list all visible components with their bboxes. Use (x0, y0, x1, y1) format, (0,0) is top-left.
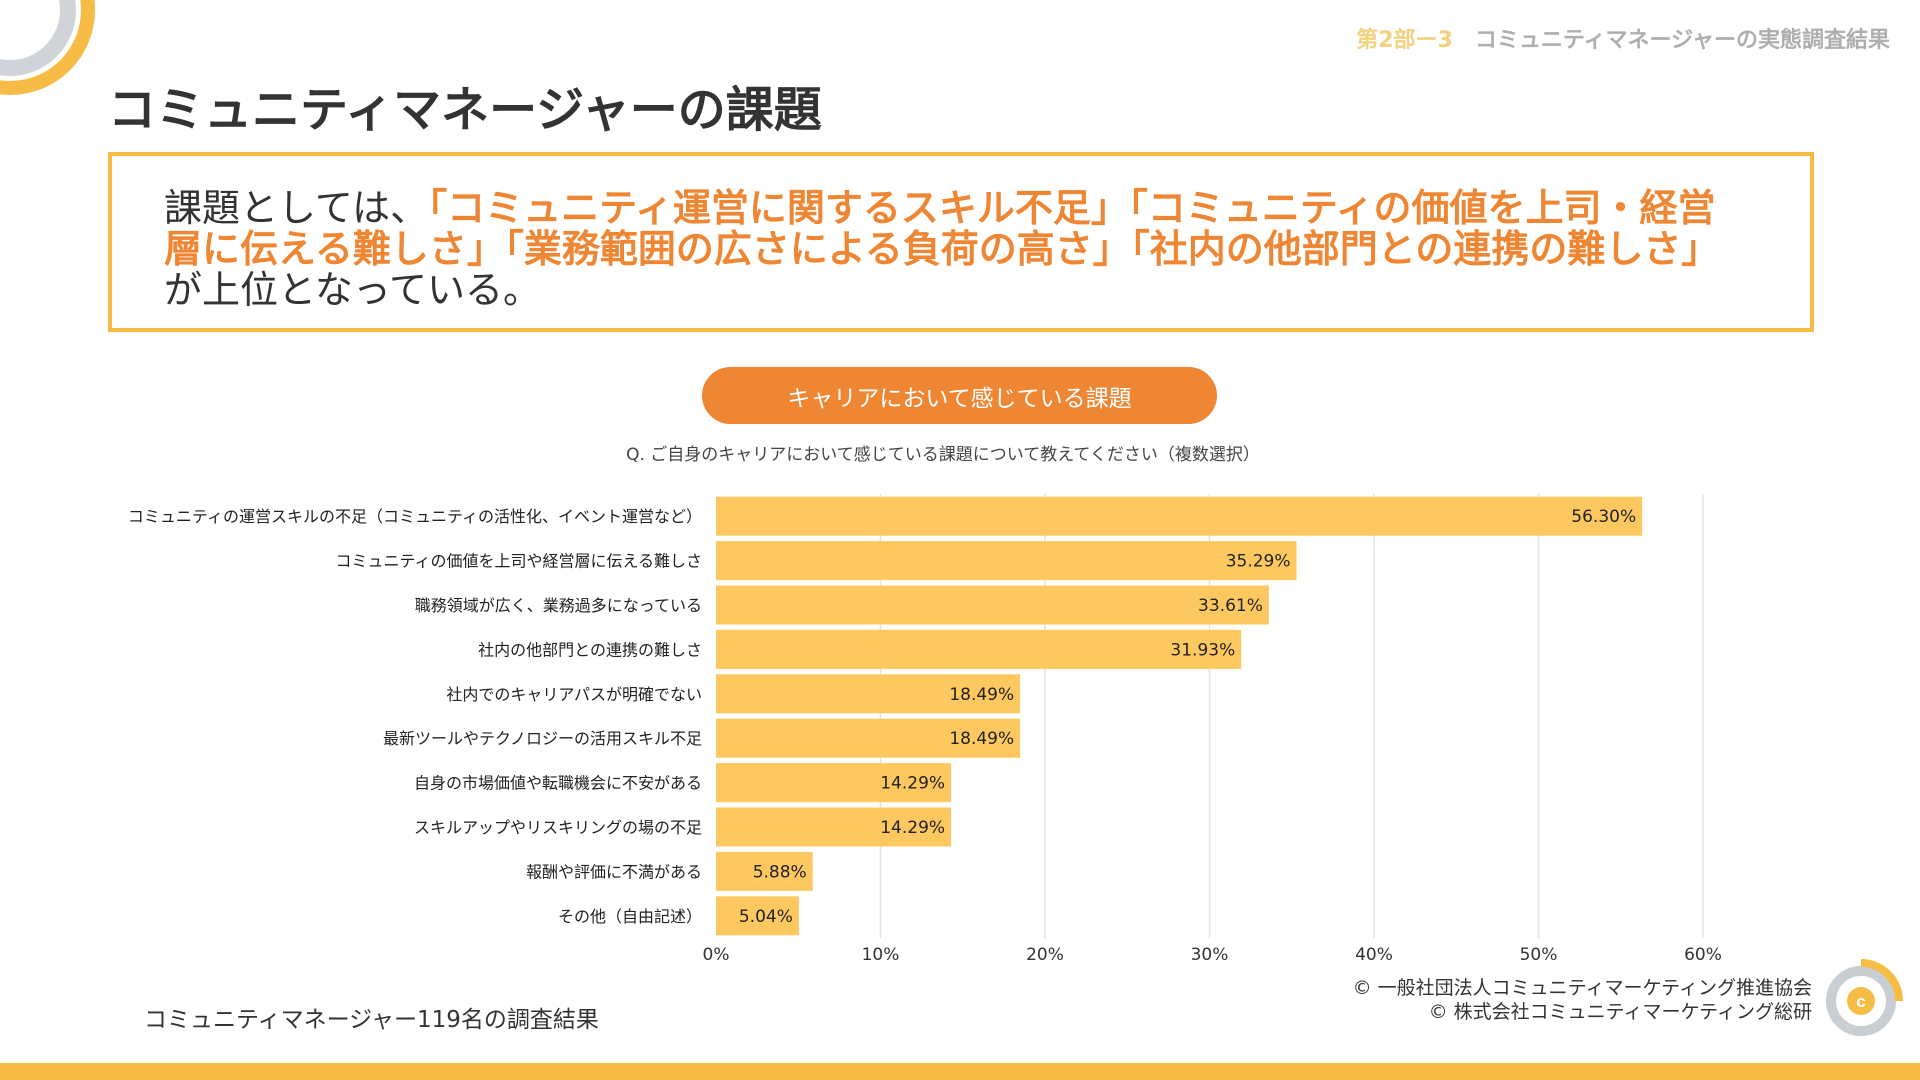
category-label: スキルアップやリスキリングの場の不足 (414, 818, 702, 837)
bar (716, 541, 1297, 581)
summary-outro: が上位となっている。 (164, 268, 541, 312)
brand-logo-icon: c (1826, 959, 1903, 1036)
x-tick-label: 30% (1191, 945, 1229, 965)
value-label: 14.29% (880, 774, 945, 794)
survey-question: Q. ご自身のキャリアにおいて感じている課題について教えてください（複数選択） (626, 445, 1260, 465)
category-label: その他（自由記述） (558, 907, 702, 926)
value-label: 31.93% (1170, 640, 1235, 660)
section-number: 第2部ー3 (1356, 28, 1453, 53)
copyright-line-1: © 一般社団法人コミュニティマーケティング推進協会 (1352, 977, 1812, 999)
category-label: 自身の市場価値や転職機会に不安がある (414, 774, 702, 793)
x-tick-label: 40% (1355, 945, 1393, 965)
category-label: 社内でのキャリアパスが明確でない (446, 685, 702, 704)
category-label: 社内の他部門との連携の難しさ (478, 640, 702, 659)
category-label: コミュニティの価値を上司や経営層に伝える難しさ (335, 552, 702, 571)
value-label: 18.49% (949, 729, 1014, 749)
category-label: 報酬や評価に不満がある (526, 862, 702, 881)
breadcrumb: 第2部ー3 コミュニティマネージャーの実態調査結果 (1356, 22, 1890, 54)
bar-chart: 0% 10% 20% 30% 40% 50% 60% コミュニティの運営スキルの不足（コミュニ… (128, 494, 1722, 965)
summary-box: 課題としては、「コミュニティ運営に関するスキル不足」「コミュニティの価値を上司・… (108, 152, 1814, 332)
bar (716, 674, 1021, 714)
bar (716, 585, 1269, 625)
bar (716, 851, 813, 891)
bar (716, 896, 799, 936)
x-tick-label: 20% (1026, 945, 1064, 965)
category-label: 最新ツールやテクノロジーの活用スキル不足 (383, 729, 702, 748)
bar (716, 763, 952, 803)
value-label: 14.29% (880, 818, 945, 838)
value-label: 33.61% (1198, 596, 1263, 616)
x-tick-label: 50% (1520, 945, 1558, 965)
copyright: © 一般社団法人コミュニティマーケティング推進協会 © 株式会社コミュニティマー… (1353, 976, 1812, 1024)
chart-title-pill: キャリアにおいて感じている課題 (702, 367, 1217, 424)
value-label: 5.88% (753, 862, 807, 882)
sample-note: コミュニティマネージャー119名の調査結果 (144, 1007, 599, 1033)
category-label: 職務領域が広く、業務過多になっている (415, 596, 702, 615)
x-tick-label: 60% (1684, 945, 1722, 965)
bar (716, 807, 952, 847)
page-title: コミュニティマネージャーの課題 (108, 82, 822, 138)
value-label: 18.49% (949, 685, 1014, 705)
value-label: 56.30% (1571, 507, 1636, 527)
corner-decoration (0, 0, 95, 95)
summary-text: 課題としては、「コミュニティ運営に関するスキル不足」「コミュニティの価値を上司・… (164, 188, 1734, 311)
x-tick-label: 0% (703, 945, 730, 965)
summary-intro: 課題としては、 (164, 186, 429, 230)
category-label: コミュニティの運営スキルの不足（コミュニティの活性化、イベント運営など） (128, 507, 702, 526)
copyright-line-2: © 株式会社コミュニティマーケティング総研 (1428, 1001, 1812, 1023)
value-label: 5.04% (739, 907, 793, 927)
bar (716, 718, 1021, 758)
svg-text:c: c (1856, 992, 1865, 1011)
bar (716, 496, 1643, 536)
summary-highlight: 「コミュニティ運営に関するスキル不足」「コミュニティの価値を上司・経営層に伝える… (164, 186, 1720, 271)
footer-band (0, 1063, 1920, 1080)
x-tick-label: 10% (862, 945, 900, 965)
bar (716, 629, 1242, 669)
section-title: コミュニティマネージャーの実態調査結果 (1474, 28, 1890, 53)
value-label: 35.29% (1226, 552, 1291, 572)
